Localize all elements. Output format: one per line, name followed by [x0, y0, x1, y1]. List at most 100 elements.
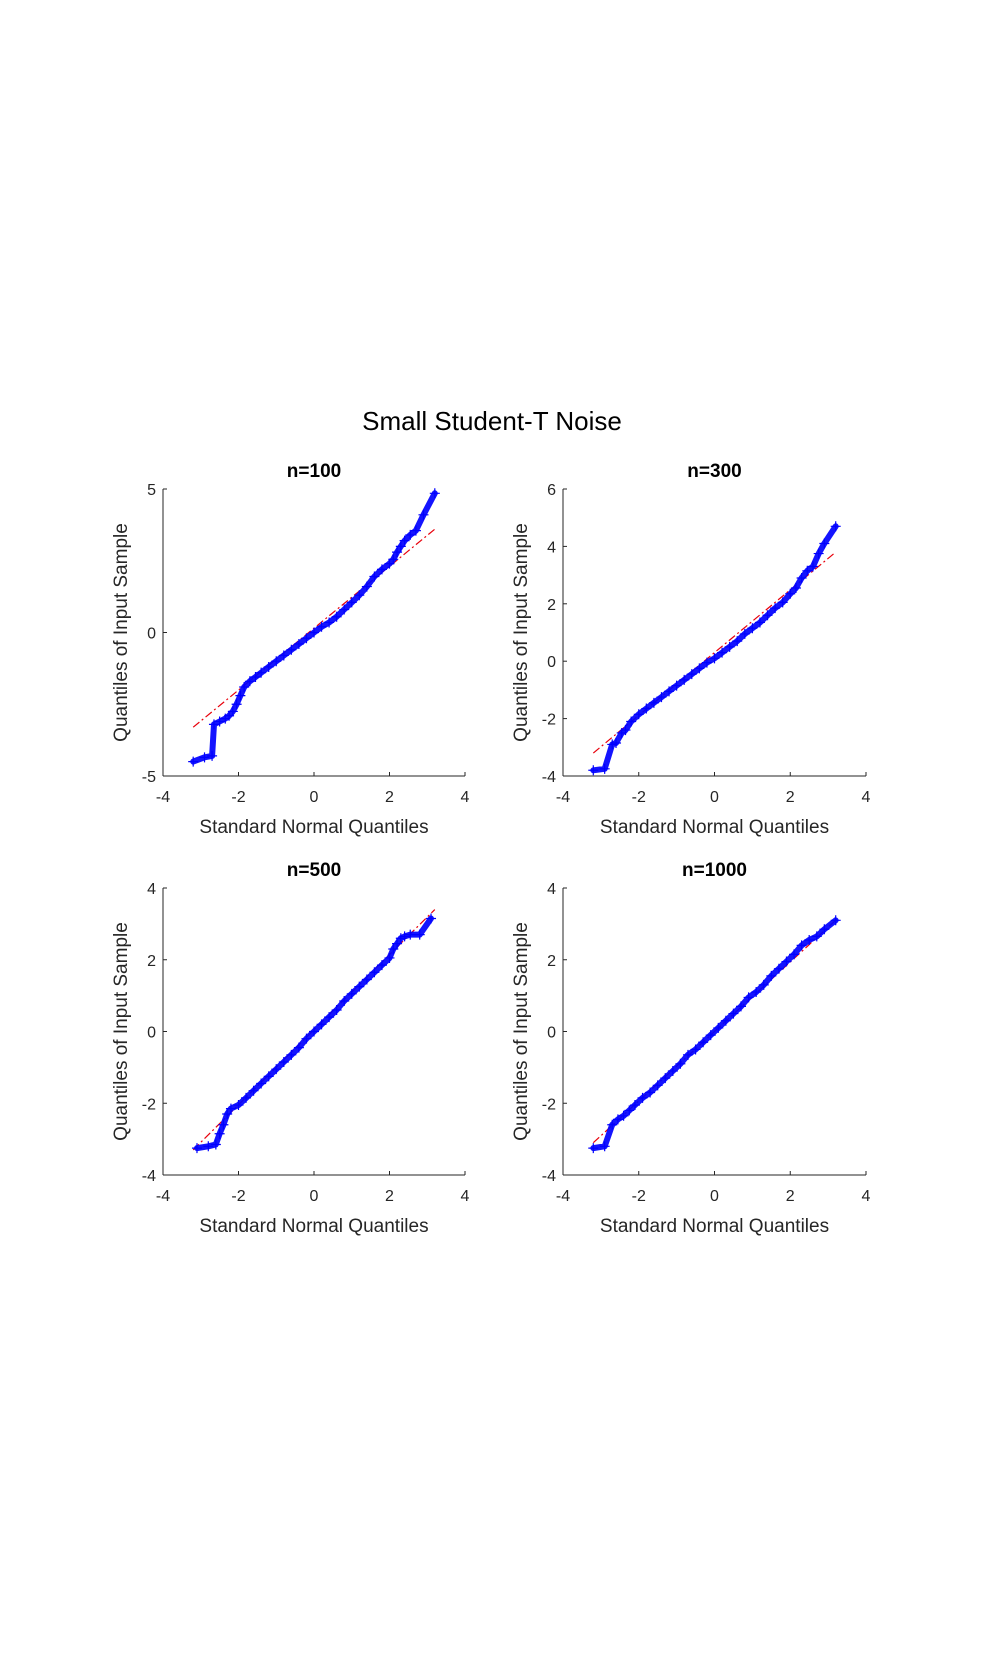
sample-point-plus — [724, 641, 735, 652]
sample-point-plus — [754, 617, 765, 628]
sample-point-plus — [241, 1092, 252, 1103]
y-tick-label: 6 — [547, 482, 556, 499]
subplot-title: n=300 — [687, 461, 741, 482]
x-tick-label: -2 — [231, 1188, 245, 1205]
sample-point-plus — [626, 716, 637, 727]
y-tick-label: 4 — [147, 881, 156, 898]
sample-point-plus — [331, 1004, 342, 1015]
sample-point-plus — [607, 1119, 618, 1130]
x-tick-label: 2 — [786, 1188, 795, 1205]
sample-point-plus — [819, 924, 830, 935]
sample-point-plus — [354, 590, 365, 601]
sample-point-plus — [418, 509, 429, 520]
x-tick-label: 2 — [385, 1188, 394, 1205]
sample-point-plus — [244, 676, 255, 687]
y-tick-label: -4 — [542, 769, 556, 786]
x-tick-label: 0 — [310, 789, 319, 806]
sample-point-plus — [227, 706, 238, 717]
sample-point-plus — [620, 725, 631, 736]
sample-point-plus — [376, 564, 387, 575]
sample-point-plus — [214, 716, 225, 727]
sample-point-plus — [667, 1065, 678, 1076]
sample-point-plus — [633, 709, 644, 720]
sample-point-plus — [392, 938, 403, 949]
sample-point-plus — [690, 1044, 701, 1055]
sample-point-plus — [790, 583, 801, 594]
y-tick-label: 0 — [547, 654, 556, 671]
sample-point-plus — [331, 611, 342, 622]
sample-point-plus — [732, 636, 743, 647]
sample-point-plus — [807, 561, 818, 572]
sample-point-plus — [664, 686, 675, 697]
sample-point-plus — [369, 967, 380, 978]
sample-point-plus — [309, 1026, 319, 1037]
x-axis-label: Standard Normal Quantiles — [199, 817, 428, 838]
sample-point-plus — [701, 657, 712, 668]
sample-point-plus — [686, 669, 697, 680]
sample-point-plus — [199, 752, 210, 763]
sample-point-plus — [785, 588, 796, 599]
sample-point-plus — [682, 1049, 693, 1060]
x-tick-label: -4 — [156, 1188, 170, 1205]
sample-point-plus — [218, 1119, 229, 1130]
sample-point-plus — [611, 737, 622, 748]
subplot-title: n=100 — [287, 461, 341, 482]
sample-point-plus — [256, 667, 267, 678]
subplot-grid: -4 -2 0 2 4 -5 0 5 n=100 Standard Normal Quantile… — [111, 461, 871, 1237]
sample-point-plus — [203, 1141, 214, 1152]
sample-point-plus — [222, 1109, 233, 1120]
sample-point-plus — [376, 960, 387, 971]
x-tick-label: 4 — [862, 789, 871, 806]
y-tick-label: 4 — [547, 881, 556, 898]
subplot-title: n=500 — [287, 860, 341, 881]
sample-point-plus — [698, 1037, 709, 1048]
sample-point-plus — [399, 535, 410, 546]
sample-point-plus — [624, 1105, 635, 1116]
y-tick-label: -4 — [542, 1168, 556, 1185]
sample-point-plus — [316, 621, 327, 632]
qqplot-panel: -4 -2 0 2 4 -4 -2 0 2 4 6 n=300 Standard Normal Quan… — [511, 461, 871, 838]
sample-point-plus — [713, 1022, 724, 1033]
sample-point-plus — [629, 1100, 640, 1111]
sample-point-plus — [324, 1012, 335, 1023]
sample-point-plus — [728, 1008, 739, 1019]
x-axis-label: Standard Normal Quantiles — [600, 1216, 829, 1237]
sample-point-plus — [410, 525, 421, 536]
sample-point-plus — [293, 1042, 304, 1053]
sample-point-plus — [717, 647, 728, 658]
sample-point-plus — [235, 690, 246, 701]
y-axis-label: Quantiles of Input Sample — [111, 523, 132, 742]
sample-point-plus — [777, 597, 788, 608]
qqplot-panel: -4 -2 0 2 4 -4 -2 0 2 4 n=500 Standard Normal Quant… — [111, 860, 470, 1237]
y-tick-label: -2 — [142, 1096, 156, 1113]
sample-point-plus — [384, 952, 395, 963]
sample-point-plus — [239, 682, 250, 693]
x-tick-label: 0 — [710, 789, 719, 806]
y-tick-label: 4 — [547, 539, 556, 556]
sample-point-plus — [286, 1049, 297, 1060]
sample-point-plus — [429, 488, 440, 499]
sample-point-plus — [263, 1071, 274, 1082]
y-tick-label: -2 — [542, 712, 556, 729]
x-tick-label: -4 — [156, 789, 170, 806]
y-tick-label: 0 — [147, 1025, 156, 1042]
y-tick-label: 2 — [547, 597, 556, 614]
sample-point-plus — [405, 529, 416, 540]
sample-point-plus — [392, 547, 403, 558]
sample-point-plus — [637, 1092, 648, 1103]
sample-point-plus — [762, 610, 773, 621]
sample-point-plus — [599, 1141, 610, 1152]
x-tick-label: -4 — [556, 1188, 570, 1205]
sample-point-plus — [208, 719, 219, 730]
sample-point-plus — [804, 935, 815, 946]
sample-point-plus — [588, 765, 599, 776]
sample-point-plus — [316, 1019, 327, 1030]
sample-point-plus — [361, 974, 372, 985]
sample-point-plus — [796, 572, 807, 583]
x-tick-label: 4 — [862, 1188, 871, 1205]
sample-point-plus — [675, 1058, 686, 1069]
sample-point-plus — [747, 623, 758, 634]
sample-point-plus — [405, 929, 416, 940]
sample-point-plus — [758, 979, 769, 990]
sample-point-plus — [256, 1078, 267, 1089]
